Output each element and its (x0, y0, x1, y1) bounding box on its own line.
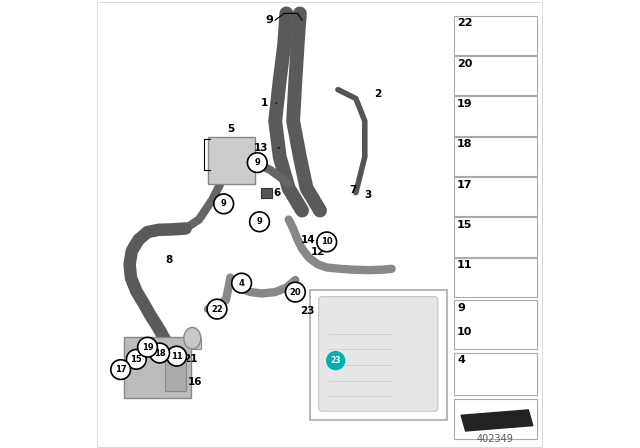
FancyBboxPatch shape (261, 188, 272, 198)
FancyBboxPatch shape (454, 137, 538, 176)
Circle shape (326, 352, 344, 370)
Circle shape (250, 212, 269, 232)
FancyBboxPatch shape (164, 360, 186, 391)
Text: 20: 20 (457, 59, 472, 69)
Text: 12: 12 (311, 247, 326, 257)
Text: 14: 14 (301, 235, 316, 245)
Text: 8: 8 (165, 255, 173, 265)
FancyBboxPatch shape (454, 96, 538, 136)
FancyBboxPatch shape (319, 297, 438, 411)
FancyBboxPatch shape (454, 217, 538, 257)
Text: 7: 7 (349, 185, 356, 195)
Text: 15: 15 (131, 355, 142, 364)
Text: 9: 9 (457, 303, 465, 313)
Circle shape (167, 346, 186, 366)
Text: 9: 9 (257, 217, 262, 226)
FancyBboxPatch shape (454, 399, 538, 439)
Text: 402349: 402349 (476, 435, 513, 444)
Circle shape (138, 337, 157, 357)
FancyBboxPatch shape (454, 56, 538, 95)
Text: 9: 9 (265, 15, 273, 25)
FancyBboxPatch shape (454, 16, 538, 55)
Text: 9: 9 (255, 158, 260, 167)
Text: 10: 10 (457, 327, 472, 337)
Text: 19: 19 (141, 343, 154, 352)
Text: 11: 11 (171, 352, 182, 361)
Text: 18: 18 (154, 349, 165, 358)
Text: 23: 23 (330, 356, 341, 365)
Text: 10: 10 (321, 237, 333, 246)
Text: 4: 4 (457, 355, 465, 365)
Text: 19: 19 (457, 99, 473, 109)
Text: 4: 4 (239, 279, 244, 288)
FancyBboxPatch shape (208, 137, 255, 184)
Circle shape (207, 299, 227, 319)
Text: 21: 21 (183, 354, 197, 364)
Circle shape (127, 349, 146, 369)
Circle shape (232, 273, 252, 293)
Circle shape (214, 194, 234, 214)
FancyBboxPatch shape (184, 338, 201, 349)
Text: 11: 11 (457, 260, 472, 270)
Text: 17: 17 (457, 180, 472, 190)
Circle shape (285, 282, 305, 302)
Circle shape (111, 360, 131, 379)
Text: 6: 6 (273, 188, 280, 198)
Text: 22: 22 (457, 18, 472, 28)
FancyBboxPatch shape (454, 177, 538, 216)
Polygon shape (461, 410, 533, 431)
Text: 3: 3 (365, 190, 372, 200)
FancyBboxPatch shape (124, 337, 191, 398)
Text: 22: 22 (211, 305, 223, 314)
Text: 15: 15 (457, 220, 472, 230)
Text: 23: 23 (300, 306, 314, 316)
Ellipse shape (184, 327, 201, 349)
Text: 2: 2 (374, 89, 381, 99)
FancyBboxPatch shape (454, 353, 538, 395)
FancyBboxPatch shape (454, 300, 538, 349)
Text: 9: 9 (221, 199, 227, 208)
Text: 13: 13 (254, 143, 269, 153)
FancyBboxPatch shape (454, 258, 538, 297)
Text: 18: 18 (457, 139, 472, 149)
Text: 1: 1 (261, 98, 269, 108)
Text: 5: 5 (228, 125, 235, 134)
Circle shape (248, 153, 267, 172)
Text: 17: 17 (115, 365, 127, 374)
FancyBboxPatch shape (310, 290, 447, 420)
Text: 20: 20 (289, 288, 301, 297)
Circle shape (317, 232, 337, 252)
Text: 16: 16 (188, 377, 202, 387)
Circle shape (150, 343, 170, 363)
